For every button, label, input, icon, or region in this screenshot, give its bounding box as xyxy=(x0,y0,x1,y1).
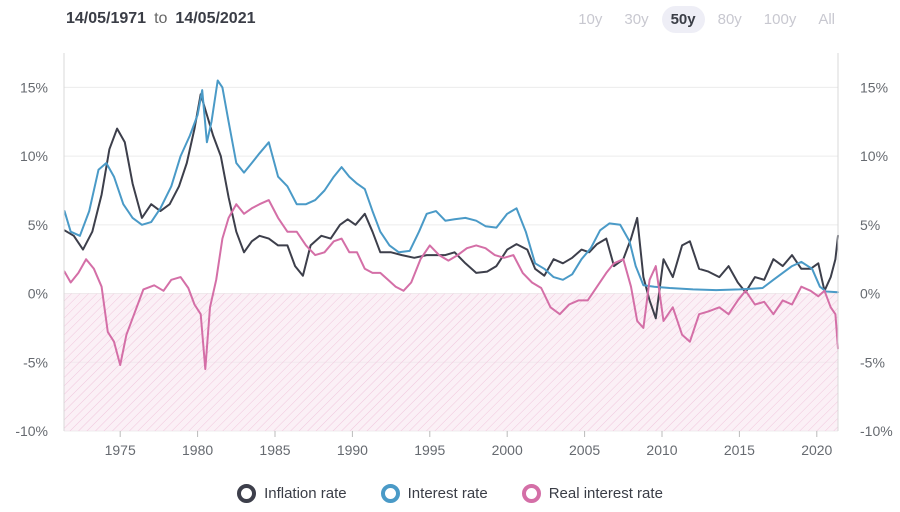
legend-marker-inflation xyxy=(237,484,257,503)
end-date[interactable]: 14/05/2021 xyxy=(175,10,256,27)
legend-marker-interest xyxy=(380,484,400,503)
y-tick-label-right: 5% xyxy=(860,217,880,233)
range-button-50y[interactable]: 50y xyxy=(661,6,705,33)
legend-item-interest[interactable]: Interest rate xyxy=(380,484,488,503)
x-tick-label: 1990 xyxy=(337,442,368,458)
range-button-100y[interactable]: 100y xyxy=(763,11,797,28)
y-tick-label-left: 10% xyxy=(20,148,48,164)
series-line-real-interest-rate xyxy=(63,199,839,371)
y-tick-label-right: 10% xyxy=(860,148,888,164)
x-tick-label: 1995 xyxy=(414,442,445,458)
legend-item-inflation[interactable]: Inflation rate xyxy=(237,484,347,503)
start-date[interactable]: 14/05/1971 xyxy=(66,10,147,27)
negative-region-hatch xyxy=(64,293,838,431)
range-button-all[interactable]: All xyxy=(818,11,835,28)
y-tick-label-right: 15% xyxy=(860,79,888,95)
y-tick-label-left: 0% xyxy=(28,286,48,302)
x-tick-label: 1975 xyxy=(105,442,136,458)
y-tick-label-right: 0% xyxy=(860,286,880,302)
y-tick-label-left: -5% xyxy=(23,354,48,370)
x-tick-label: 1980 xyxy=(182,442,213,458)
x-tick-label: 1985 xyxy=(259,442,290,458)
legend-item-real[interactable]: Real interest rate xyxy=(521,484,663,503)
legend-label-inflation: Inflation rate xyxy=(264,485,347,502)
chart-legend: Inflation rate Interest rate Real intere… xyxy=(0,484,900,503)
range-button-30y[interactable]: 30y xyxy=(624,11,649,28)
y-tick-label-left: 5% xyxy=(28,217,48,233)
legend-label-interest: Interest rate xyxy=(407,485,488,502)
series-line-interest-rate xyxy=(63,79,839,294)
date-range-separator: to xyxy=(154,10,168,27)
x-tick-label: 2005 xyxy=(569,442,600,458)
range-button-80y[interactable]: 80y xyxy=(717,11,742,28)
x-tick-label: 2015 xyxy=(724,442,755,458)
legend-marker-real xyxy=(521,484,541,503)
y-tick-label-left: 15% xyxy=(20,79,48,95)
series-line-inflation-rate xyxy=(63,93,839,320)
y-tick-label-right: -5% xyxy=(860,354,885,370)
x-tick-label: 2010 xyxy=(646,442,677,458)
range-button-10y[interactable]: 10y xyxy=(578,11,603,28)
y-tick-label-right: -10% xyxy=(860,423,893,439)
x-tick-label: 2020 xyxy=(801,442,832,458)
chart-header: 14/05/1971 to 14/05/2021 10y 30y 50y 80y 1… xyxy=(0,0,900,44)
line-chart[interactable]: 15% 15% 10% 10% 5% 5% 0% 0% -5% -5% -10% -10% 1975 19… xyxy=(0,0,900,480)
range-selector: 10y 30y 50y 80y 100y All xyxy=(569,6,844,33)
legend-label-real: Real interest rate xyxy=(548,485,663,502)
x-tick-label: 2000 xyxy=(492,442,523,458)
y-tick-label-left: -10% xyxy=(15,423,48,439)
date-range: 14/05/1971 to 14/05/2021 xyxy=(66,10,256,28)
